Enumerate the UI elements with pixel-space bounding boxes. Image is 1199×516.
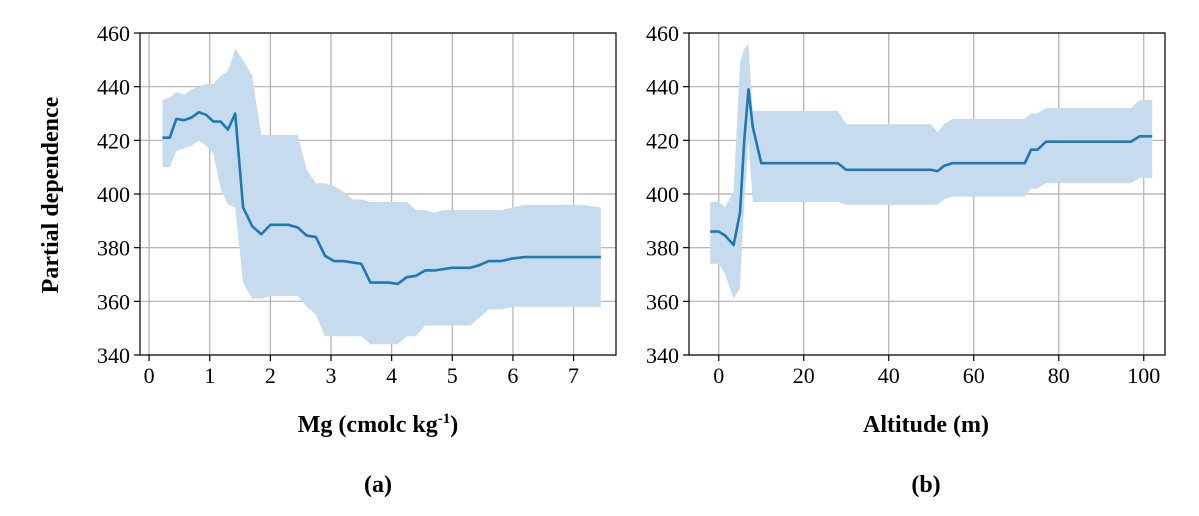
x-tick-label-b: 0 [713,363,724,388]
y-tick-label-a: 380 [97,236,130,261]
y-tick-label-b: 380 [646,236,679,261]
y-tick-label-b: 420 [646,128,679,153]
y-tick-label-b: 460 [646,21,679,46]
mean-line-a [162,110,601,286]
y-tick-label-b: 400 [646,182,679,207]
mean-line-b [710,88,1153,247]
y-tick-label-b: 360 [646,289,679,314]
y-axis-title: Partial dependence [38,96,64,293]
x-tick-label-a: 1 [204,363,215,388]
x-tick-label-a: 4 [386,363,397,388]
y-tick-label-a: 460 [97,21,130,46]
x-tick-label-a: 3 [326,363,337,388]
x-tick-label-b: 40 [878,363,900,388]
panel-a: 0 1 2 3 4 5 6 7 340 360 380 400 420 440 460 Mg (cmolc … [97,21,617,498]
x-tick-label-a: 0 [144,363,155,388]
y-tick-label-a: 440 [97,75,130,100]
x-axis-title-b: Altitude (m) [863,412,989,438]
x-tick-label-a: 2 [265,363,276,388]
panel-label-a: (a) [364,472,392,498]
y-tick-label-a: 340 [97,343,130,368]
x-tick-label-b: 100 [1127,363,1160,388]
y-tick-label-b: 440 [646,75,679,100]
confidence-band-a [162,49,601,345]
y-tick-label-a: 420 [97,128,130,153]
y-tick-label-b: 340 [646,343,679,368]
x-axis-title-a: Mg (cmolc kg-1) [298,411,458,438]
x-tick-label-b: 60 [963,363,985,388]
x-tick-label-b: 80 [1048,363,1070,388]
y-tick-label-a: 400 [97,182,130,207]
x-tick-label-a: 5 [447,363,458,388]
panel-b: 0 20 40 60 80 100 340 360 380 400 420 440 460 Altitu… [646,21,1166,498]
confidence-band-b [710,43,1153,299]
y-tick-label-a: 360 [97,289,130,314]
x-tick-label-b: 20 [793,363,815,388]
x-tick-label-a: 7 [568,363,579,388]
x-tick-label-a: 6 [507,363,518,388]
panel-label-b: (b) [911,472,940,498]
